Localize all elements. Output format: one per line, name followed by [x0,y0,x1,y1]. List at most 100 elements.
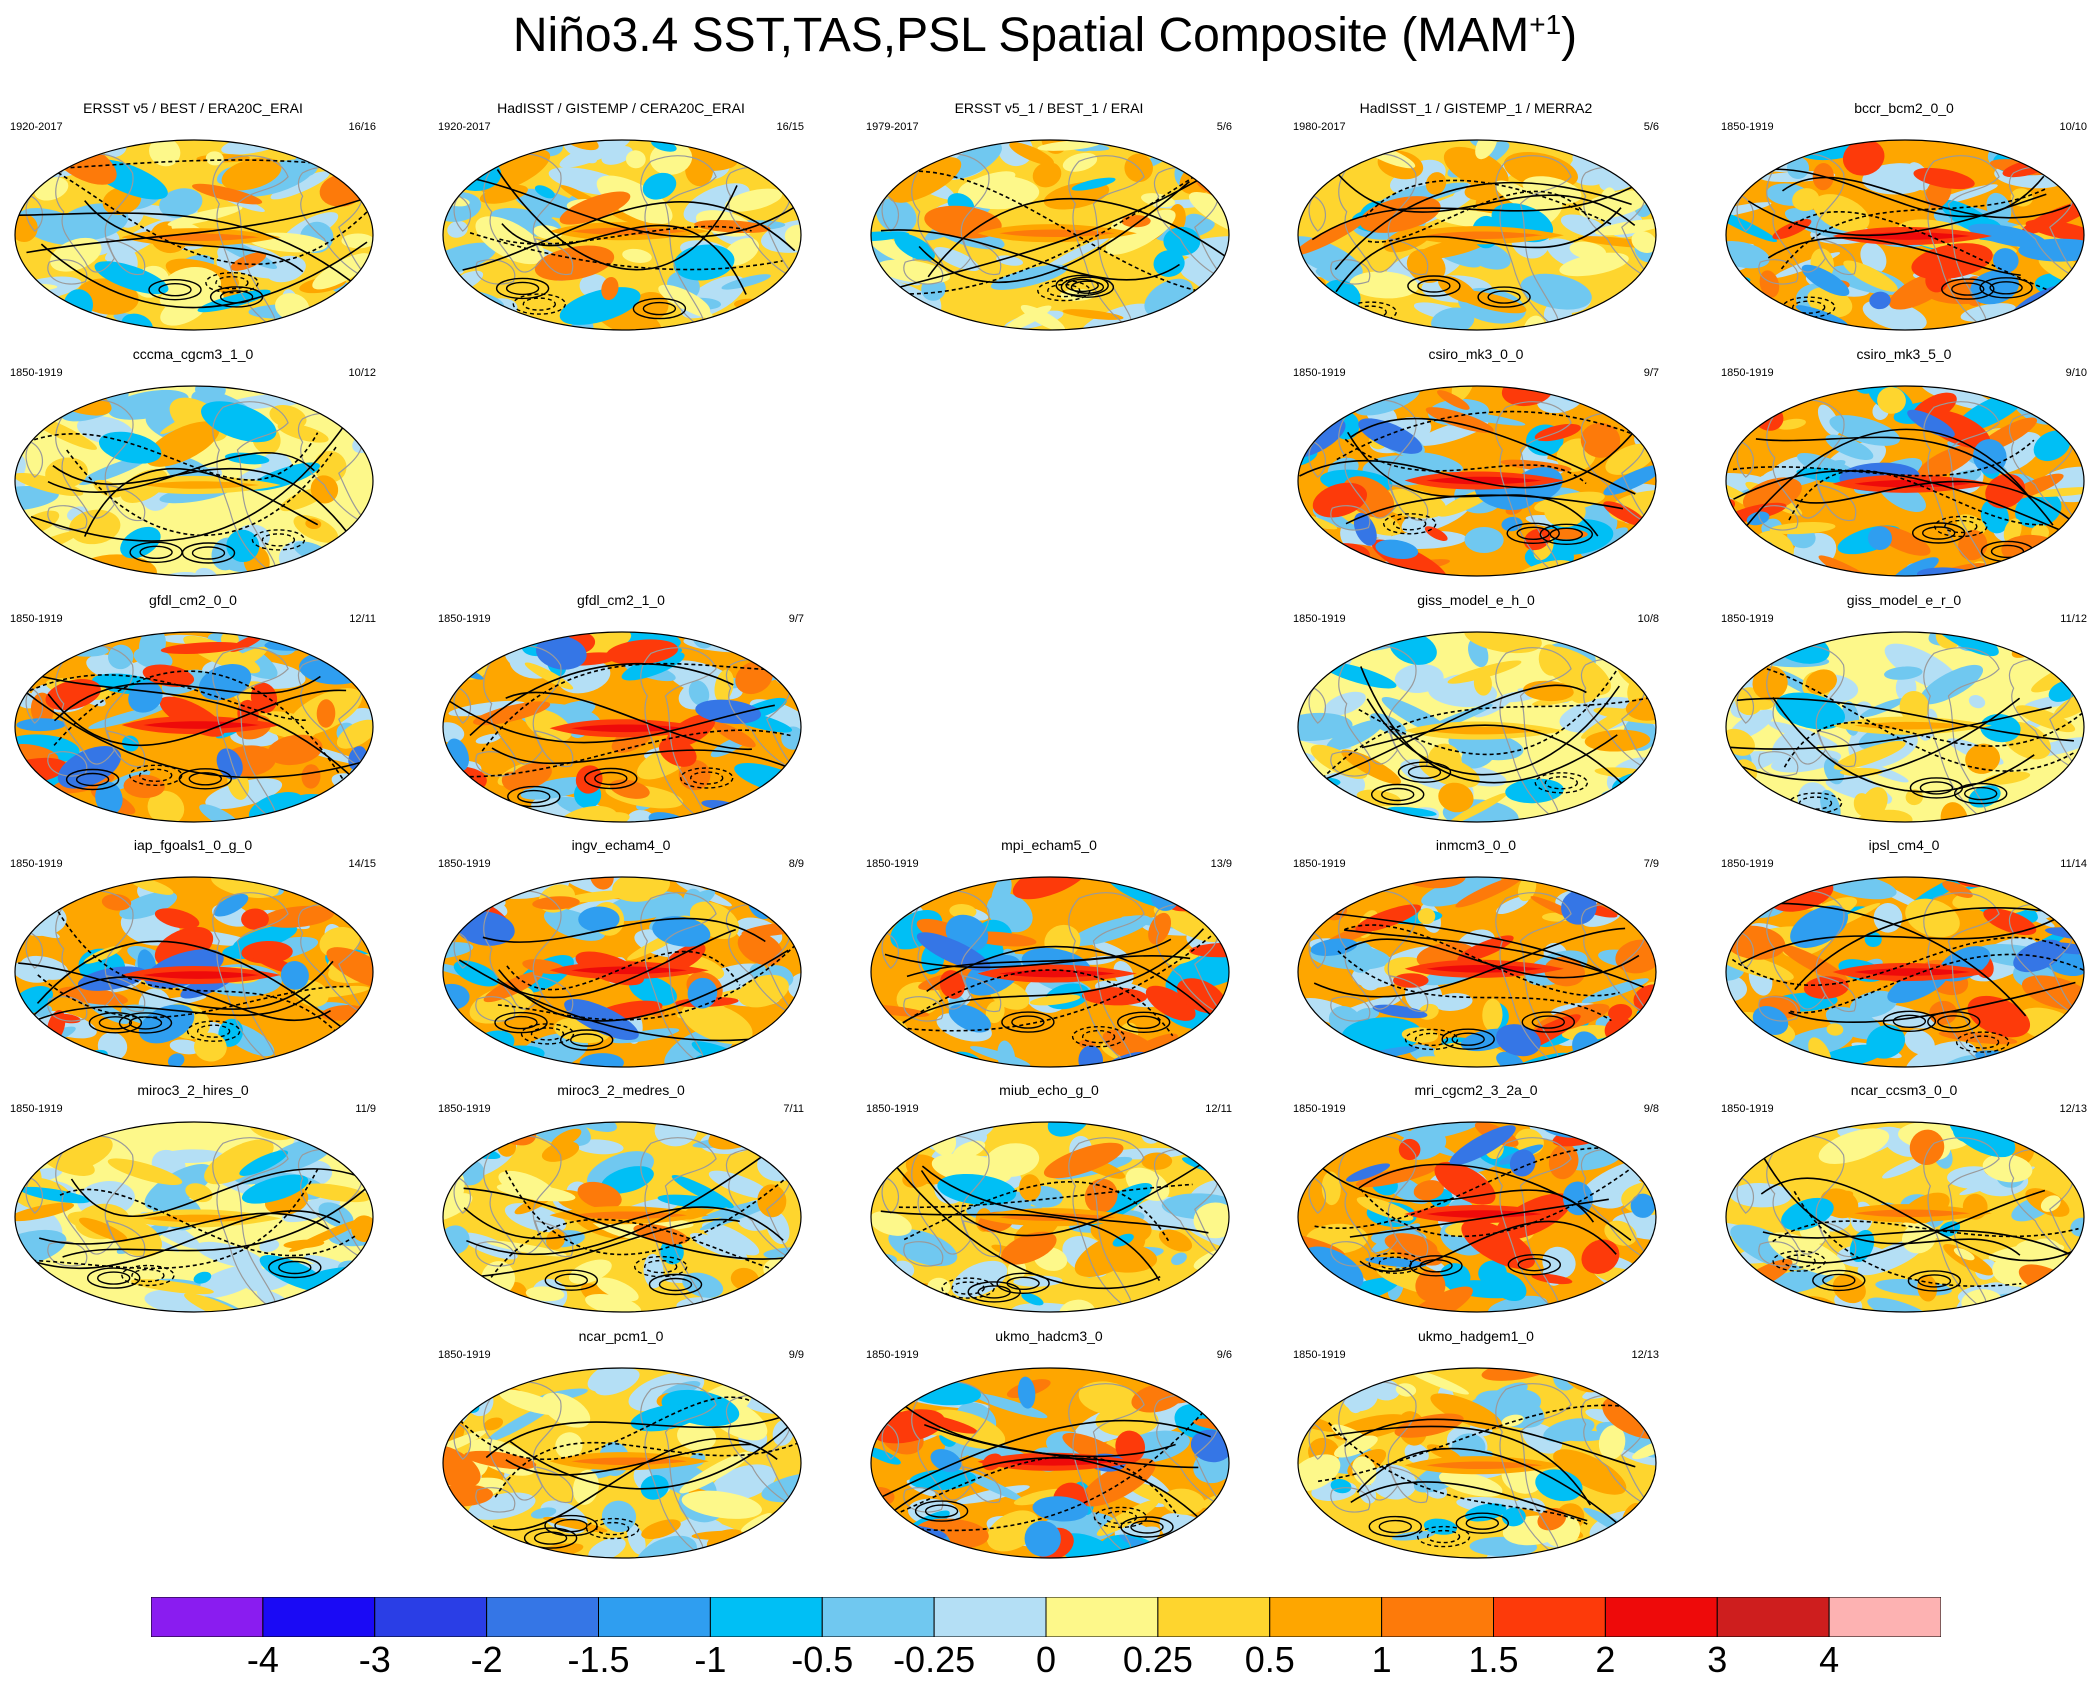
map-border [870,1367,1230,1559]
continent-outline [534,730,574,768]
anomaly-patch [2044,1294,2084,1312]
psl-contour [1772,697,2035,793]
psl-contour-loop [1951,282,1985,296]
anomaly-patch [15,632,47,657]
anomaly-patch [1965,743,2001,774]
psl-contour-loop [86,1267,141,1289]
equatorial-core [143,481,260,489]
map-panel: iap_fgoals1_0_g_0 1850-1919 14/15 [8,837,378,1068]
anomaly-patch [332,1061,362,1067]
psl-contour [1345,494,1624,525]
panel-years: 1920-2017 [438,121,491,133]
continent-outline [1923,647,2000,821]
anomaly-patch [1310,744,1368,779]
equatorial-core [1426,1210,1543,1218]
anomaly-patch [466,877,499,897]
map-border [870,1121,1230,1313]
anomaly-patch [897,140,952,156]
anomaly-patch [1345,1163,1391,1182]
continent-outline [1495,892,1572,1066]
panel-title: gfdl_cm2_0_0 [149,592,237,608]
psl-contour [469,232,783,271]
anomaly-patch [524,708,572,742]
anomaly-patch [264,637,326,651]
psl-contour-loop [1404,1028,1459,1051]
psl-contour-loop [1392,517,1427,531]
anomaly-patch [772,143,801,177]
anomaly-patch [721,1542,741,1558]
anomaly-patch [579,1053,624,1067]
psl-contour [1311,172,1656,241]
anomaly-patch [1435,1051,1465,1063]
anomaly-patch [1162,1488,1205,1515]
map-border [1725,631,2085,823]
anomaly-patch [464,1450,537,1470]
map-border [14,139,374,331]
anomaly-patch [1726,972,1747,1003]
anomaly-patch [327,386,373,401]
psl-contour-loop [1507,1253,1562,1276]
anomaly-patch [138,1004,195,1044]
anomaly-patch [596,175,673,225]
anomaly-patch [15,793,52,810]
psl-contour [1786,1189,2046,1264]
anomaly-patch [1345,386,1365,401]
psl-contour [463,1206,784,1241]
psl-contour-loop [1531,1015,1566,1029]
anomaly-patch [769,802,792,815]
anomaly-patch [443,1136,501,1160]
panel-title: miroc3_2_medres_0 [557,1082,685,1098]
anomaly-patch [1207,161,1229,186]
anomaly-patch [1352,1456,1377,1485]
psl-contour [1733,470,2078,539]
anomaly-patch [1924,409,1991,449]
anomaly-patch [772,1132,801,1159]
continent-outline [1308,1423,1327,1460]
psl-contour-loop [1892,1014,1927,1029]
psl-contour-loop [642,301,677,316]
psl-contour [15,976,332,1034]
psl-contour [882,1419,1211,1498]
anomaly-patch [17,540,34,553]
anomaly-patch [483,1417,504,1431]
anomaly-patch [1413,1180,1444,1201]
psl-contour [53,675,321,722]
psl-contour [53,905,341,1037]
anomaly-patch [78,1217,128,1242]
continent-outline [962,975,1002,1013]
anomaly-patch [710,1464,777,1502]
anomaly-patch [2070,1217,2084,1237]
anomaly-patch [1298,712,1353,741]
psl-contour-loop [215,275,249,290]
anomaly-patch [1371,1379,1401,1401]
psl-contour [1733,697,2021,781]
anomaly-patch [193,1271,212,1284]
anomaly-patch [1581,978,1649,1004]
panel-event-counts: 5/6 [1643,121,1659,133]
anomaly-patch [1635,1392,1656,1405]
panel-years: 1850-1919 [866,1103,919,1115]
anomaly-patch [477,1299,501,1312]
continent-outline [1758,996,1799,1022]
anomaly-patch [443,942,474,960]
map-panel: csiro_mk3_0_0 1850-1919 9/7 [1291,346,1661,577]
anomaly-patch [769,140,801,151]
map-border [1725,876,2085,1068]
anomaly-patch [1084,1178,1118,1214]
psl-contour [884,953,1191,969]
continent-outline [47,505,88,531]
psl-contour [1344,938,1640,979]
continent-outline [25,441,44,478]
psl-contour [880,229,1180,281]
panel-title: ingv_echam4_0 [571,837,671,853]
panel-title: mpi_echam5_0 [1001,837,1097,853]
anomaly-patch [443,644,471,675]
anomaly-patch [1624,549,1656,576]
anomaly-patch [737,632,780,643]
anomaly-patch [1464,526,1504,554]
anomaly-patch [443,1368,486,1380]
psl-contour [454,1218,740,1279]
anomaly-patch [1786,156,1810,180]
anomaly-patch [38,801,76,812]
anomaly-patch [1047,1122,1091,1137]
